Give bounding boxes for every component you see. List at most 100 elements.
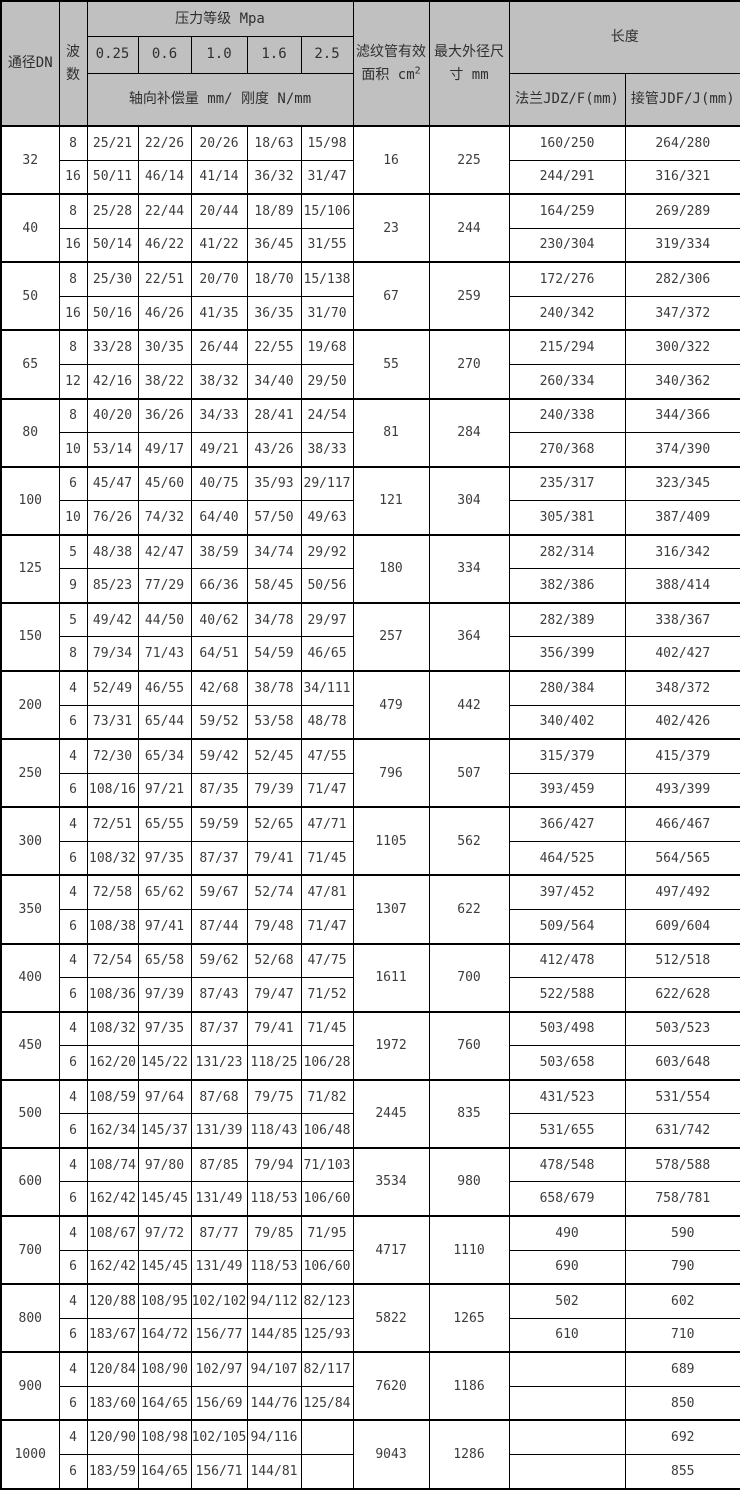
- pipe-cell: 323/345: [624, 465, 740, 502]
- table-row: 150 5 49/42 44/50 40/62 34/78 29/97 257 364 282/3…: [0, 601, 740, 672]
- pipe-cell: 758/781: [624, 1181, 740, 1217]
- waves-cell: 8: [58, 193, 88, 229]
- comp-cell: 41/14: [190, 159, 248, 195]
- comp-cell: 156/71: [190, 1453, 248, 1490]
- waves-cell: 12: [58, 363, 88, 400]
- waves-cell: 6: [58, 977, 88, 1013]
- waves-cell: 4: [58, 1419, 88, 1455]
- comp-cell: 38/59: [190, 533, 248, 570]
- comp-cell: 36/45: [246, 227, 302, 263]
- waves-cell: 6: [58, 1249, 88, 1285]
- comp-cell: 29/92: [300, 533, 354, 570]
- waves-cell: 6: [58, 908, 88, 945]
- comp-cell: 118/53: [246, 1181, 302, 1217]
- comp-cell: 162/42: [86, 1181, 139, 1217]
- comp-cell: 47/75: [300, 942, 354, 979]
- comp-cell: 65/58: [137, 942, 192, 979]
- table-row: 6 162/42 145/45 131/49 118/53 106/60 658/679 75…: [1, 1181, 740, 1217]
- flange-cell: 393/459: [508, 772, 626, 808]
- table-row: 900 4 120/84 108/90 102/97 94/107 82/117 7620 11…: [0, 1351, 740, 1421]
- comp-cell: 183/60: [86, 1385, 139, 1421]
- od-cell: 244: [428, 193, 510, 263]
- comp-cell: 76/26: [86, 500, 139, 536]
- comp-cell: 59/59: [190, 806, 248, 842]
- area-cell: 7620: [352, 1351, 430, 1421]
- comp-cell: 34/78: [246, 601, 302, 638]
- pipe-cell: 631/742: [624, 1113, 740, 1149]
- dn-cell: 350: [0, 874, 60, 945]
- col-header-pressure-group: 压力等级 Mpa: [86, 0, 354, 37]
- od-cell: 1186: [428, 1351, 510, 1421]
- comp-cell: 162/34: [86, 1113, 139, 1149]
- comp-cell: 82/123: [300, 1283, 354, 1319]
- comp-cell: 20/26: [190, 124, 248, 161]
- comp-cell: 106/28: [300, 1045, 354, 1081]
- comp-cell: 47/81: [300, 874, 354, 910]
- area-cell: 4717: [352, 1214, 430, 1285]
- od-cell: 442: [428, 669, 510, 740]
- waves-cell: 10: [58, 432, 88, 468]
- header-row-pressure-levels: 0.25 0.6 1.0 1.6 2.5: [1, 35, 740, 74]
- flange-cell: 235/317: [508, 465, 626, 502]
- area-cell: 121: [352, 465, 430, 536]
- comp-cell: 87/35: [190, 772, 248, 808]
- col-header-compensation: 轴向补偿量 mm/ 刚度 N/mm: [86, 72, 354, 127]
- pipe-cell: 415/379: [624, 738, 740, 774]
- comp-cell: 65/44: [137, 704, 192, 740]
- pipe-cell: 710: [624, 1317, 740, 1353]
- table-row: 8 79/34 71/43 64/51 54/59 46/65 356/399 402/427: [1, 636, 740, 672]
- comp-cell: 106/48: [300, 1113, 354, 1149]
- comp-cell: 79/48: [246, 908, 302, 945]
- comp-cell: 20/44: [190, 193, 248, 229]
- waves-cell: 8: [58, 261, 88, 297]
- comp-cell: 120/84: [86, 1351, 139, 1387]
- comp-cell: 72/54: [86, 942, 139, 979]
- comp-cell: 72/58: [86, 874, 139, 910]
- comp-cell: 40/20: [86, 397, 139, 434]
- area-cell: 180: [352, 533, 430, 604]
- dn-cell: 700: [0, 1214, 60, 1285]
- comp-cell: 34/40: [246, 363, 302, 400]
- comp-cell: 30/35: [137, 329, 192, 365]
- comp-cell: 71/45: [300, 840, 354, 876]
- pipe-cell: 282/306: [624, 261, 740, 297]
- od-cell: 507: [428, 738, 510, 808]
- flange-cell: 240/338: [508, 397, 626, 434]
- dn-cell: 150: [0, 601, 60, 672]
- pipe-cell: 347/372: [624, 295, 740, 331]
- comp-cell: 183/59: [86, 1453, 139, 1490]
- comp-cell: 59/42: [190, 738, 248, 774]
- comp-cell: 34/111: [300, 669, 354, 706]
- table-row: 450 4 108/32 97/35 87/37 79/41 71/45 1972 760 503…: [0, 1010, 740, 1081]
- od-cell: 622: [428, 874, 510, 945]
- waves-cell: 8: [58, 329, 88, 365]
- pipe-cell: 269/289: [624, 193, 740, 229]
- comp-cell: 59/67: [190, 874, 248, 910]
- table-row: 10 76/26 74/32 64/40 57/50 49/63 305/381 387/40…: [1, 500, 740, 536]
- comp-cell: [300, 1419, 354, 1455]
- dn-cell: 125: [0, 533, 60, 604]
- area-label-line2: 面积 cm: [361, 66, 415, 83]
- waves-cell: 6: [58, 1453, 88, 1490]
- table-row: 6 162/20 145/22 131/23 118/25 106/28 503/658 60…: [1, 1045, 740, 1081]
- pipe-cell: 344/366: [624, 397, 740, 434]
- col-header-od: 最大外径尺寸 mm: [428, 0, 510, 127]
- comp-cell: 52/74: [246, 874, 302, 910]
- dn-cell: 32: [0, 124, 60, 195]
- dn-cell: 1000: [0, 1419, 60, 1490]
- comp-cell: 118/25: [246, 1045, 302, 1081]
- table-header: 通径DN 波数 压力等级 Mpa 滤纹管有效 面积 cm2 最大外径尺寸 mm 长…: [0, 0, 740, 127]
- table-row: 6 108/16 97/21 87/35 79/39 71/47 393/459 493/39…: [1, 772, 740, 808]
- pipe-cell: 622/628: [624, 977, 740, 1013]
- pipe-cell: 402/427: [624, 636, 740, 672]
- table-row: 6 183/60 164/65 156/69 144/76 125/84 850: [1, 1385, 740, 1421]
- area-cell: 1972: [352, 1010, 430, 1081]
- col-header-flange: 法兰JDZ/F(mm): [508, 72, 626, 127]
- col-header-length-group: 长度: [508, 0, 740, 74]
- comp-cell: 50/16: [86, 295, 139, 331]
- waves-cell: 4: [58, 1351, 88, 1387]
- pipe-cell: 603/648: [624, 1045, 740, 1081]
- comp-cell: 79/39: [246, 772, 302, 808]
- od-cell: 284: [428, 397, 510, 468]
